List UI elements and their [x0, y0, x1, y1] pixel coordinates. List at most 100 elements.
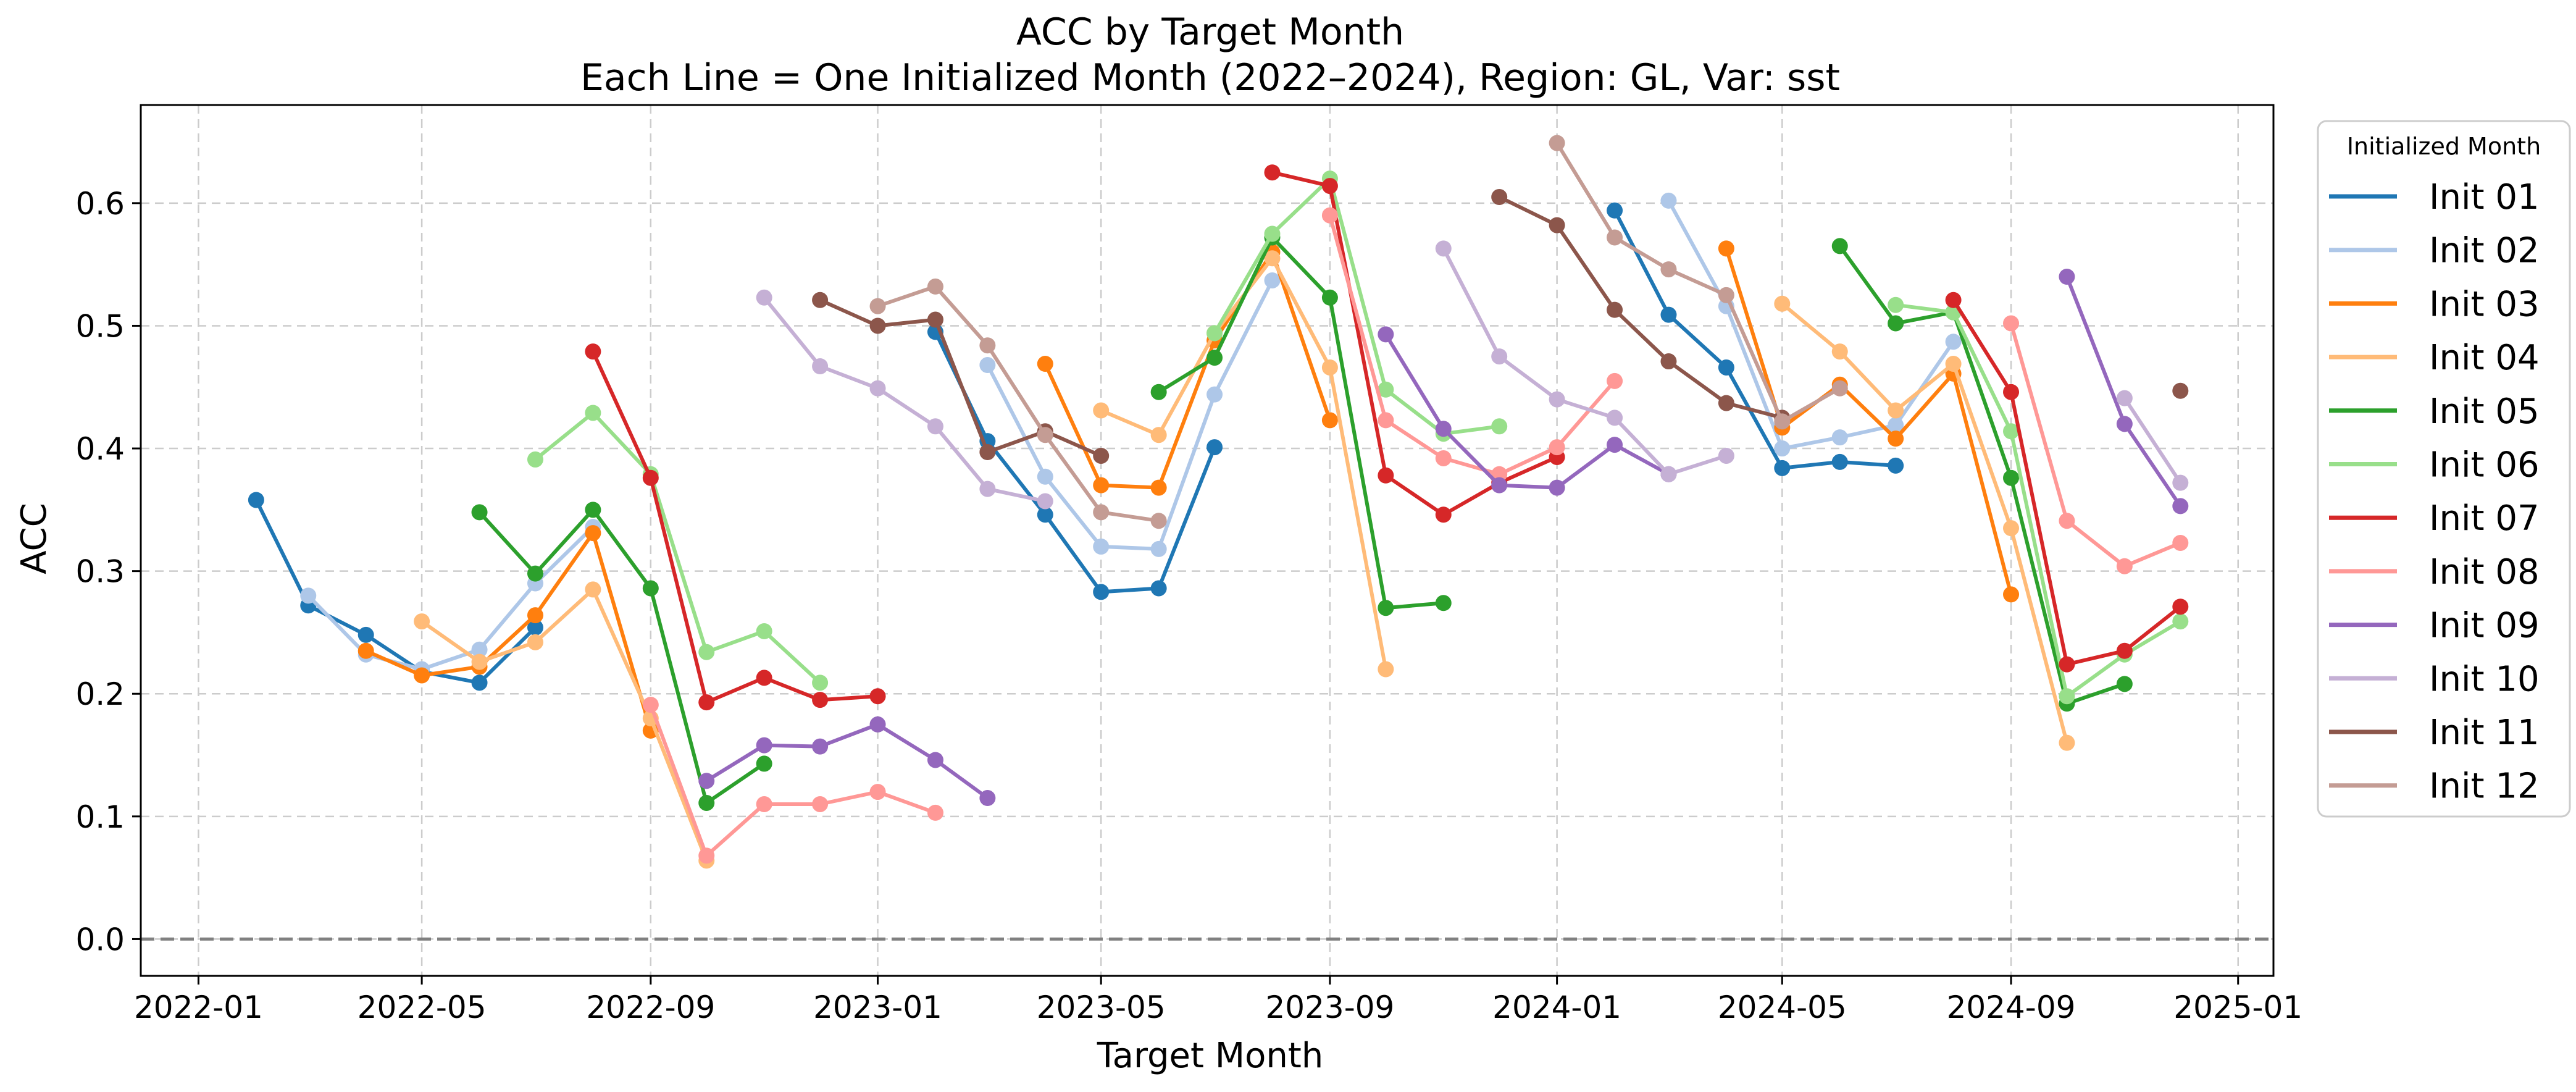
data-point — [1321, 178, 1338, 195]
legend-items: Init 01 Init 02 Init 03 Init 04 Init 05 Init … — [2329, 177, 2540, 807]
y-tick-label: 0.2 — [75, 676, 125, 712]
data-point — [1718, 359, 1734, 376]
data-point — [698, 794, 715, 811]
data-point — [1264, 250, 1281, 267]
data-point — [1607, 229, 1623, 246]
series-line — [534, 411, 822, 684]
data-point — [1150, 540, 1167, 557]
data-point — [642, 580, 659, 597]
data-point — [1774, 440, 1791, 457]
data-point — [1150, 384, 1167, 400]
data-point — [1378, 381, 1394, 398]
series-line — [763, 296, 1046, 503]
data-point — [2172, 498, 2189, 514]
data-point — [414, 667, 430, 684]
data-point — [1206, 350, 1223, 366]
series-line — [307, 526, 595, 671]
data-point — [979, 337, 996, 354]
x-tick-label: 2025-01 — [2173, 989, 2302, 1025]
data-point — [2003, 315, 2020, 332]
data-point — [1831, 238, 1848, 254]
data-point — [2003, 384, 2020, 400]
data-point — [869, 688, 886, 705]
data-point — [585, 502, 601, 518]
x-tick-label: 2022-09 — [586, 989, 715, 1025]
data-point — [869, 716, 886, 733]
series-2 — [300, 192, 1962, 678]
series-line — [1555, 142, 1841, 424]
data-point — [1378, 467, 1394, 484]
data-point — [1264, 225, 1281, 242]
series-4 — [414, 250, 2075, 869]
data-point — [1093, 504, 1110, 521]
data-point — [1206, 325, 1223, 342]
data-point — [1435, 421, 1452, 437]
data-point — [927, 311, 943, 328]
data-point — [1774, 295, 1791, 312]
data-point — [2003, 469, 2020, 486]
data-point — [1718, 395, 1734, 411]
data-point — [1435, 450, 1452, 466]
series-line — [1158, 235, 1444, 610]
data-point — [1607, 372, 1623, 389]
data-point — [1945, 292, 1962, 308]
series-line — [1271, 170, 1558, 517]
legend-label: Init 02 — [2429, 231, 2540, 271]
data-point — [927, 804, 943, 821]
data-point — [698, 644, 715, 660]
data-point — [698, 773, 715, 789]
data-point — [1037, 356, 1053, 372]
data-point — [1435, 506, 1452, 523]
legend-label: Init 06 — [2429, 445, 2540, 485]
data-point — [471, 504, 488, 521]
data-point — [1093, 584, 1110, 600]
series-line — [420, 587, 708, 862]
data-point — [1491, 466, 1508, 482]
x-tick-label: 2023-09 — [1265, 989, 1394, 1025]
data-point — [1378, 661, 1394, 678]
data-point — [2116, 642, 2133, 659]
data-point — [1945, 334, 1962, 350]
legend-label: Init 08 — [2429, 552, 2540, 592]
data-point — [2059, 734, 2075, 751]
data-point — [979, 790, 996, 807]
data-point — [527, 634, 543, 650]
plot-area — [140, 104, 2275, 977]
data-point — [1206, 439, 1223, 456]
data-point — [1435, 595, 1452, 611]
data-point — [1093, 447, 1110, 464]
series-line — [1100, 256, 1388, 670]
data-point — [1264, 272, 1281, 288]
data-point — [1888, 296, 1904, 313]
data-point — [1435, 240, 1452, 257]
data-point — [300, 587, 317, 604]
data-point — [1660, 353, 1677, 370]
data-point — [927, 278, 943, 295]
data-point — [1607, 410, 1623, 426]
data-point — [1150, 427, 1167, 443]
data-point — [1037, 506, 1053, 523]
grid — [141, 105, 2273, 976]
y-tick-label: 0.0 — [75, 922, 125, 957]
data-point — [2003, 520, 2020, 537]
data-point — [812, 738, 829, 755]
data-point — [1660, 192, 1677, 209]
legend-label: Init 11 — [2429, 713, 2540, 753]
data-point — [1831, 429, 1848, 446]
data-point — [1321, 359, 1338, 376]
legend-label: Init 01 — [2429, 177, 2540, 217]
data-point — [1549, 217, 1565, 233]
data-point — [756, 623, 772, 639]
series-line — [1895, 303, 2181, 699]
x-axis: 2022-01 2022-05 2022-09 2023-01 2023-05 2023-… — [134, 976, 2302, 1025]
data-point — [756, 737, 772, 754]
y-tick-label: 0.3 — [75, 554, 125, 590]
x-tick-label: 2024-01 — [1492, 989, 1621, 1025]
data-point — [471, 674, 488, 691]
data-point — [527, 451, 543, 468]
x-tick-label: 2024-09 — [1947, 989, 2076, 1025]
data-point — [1831, 343, 1848, 360]
data-point — [1093, 477, 1110, 494]
data-point — [414, 613, 430, 630]
